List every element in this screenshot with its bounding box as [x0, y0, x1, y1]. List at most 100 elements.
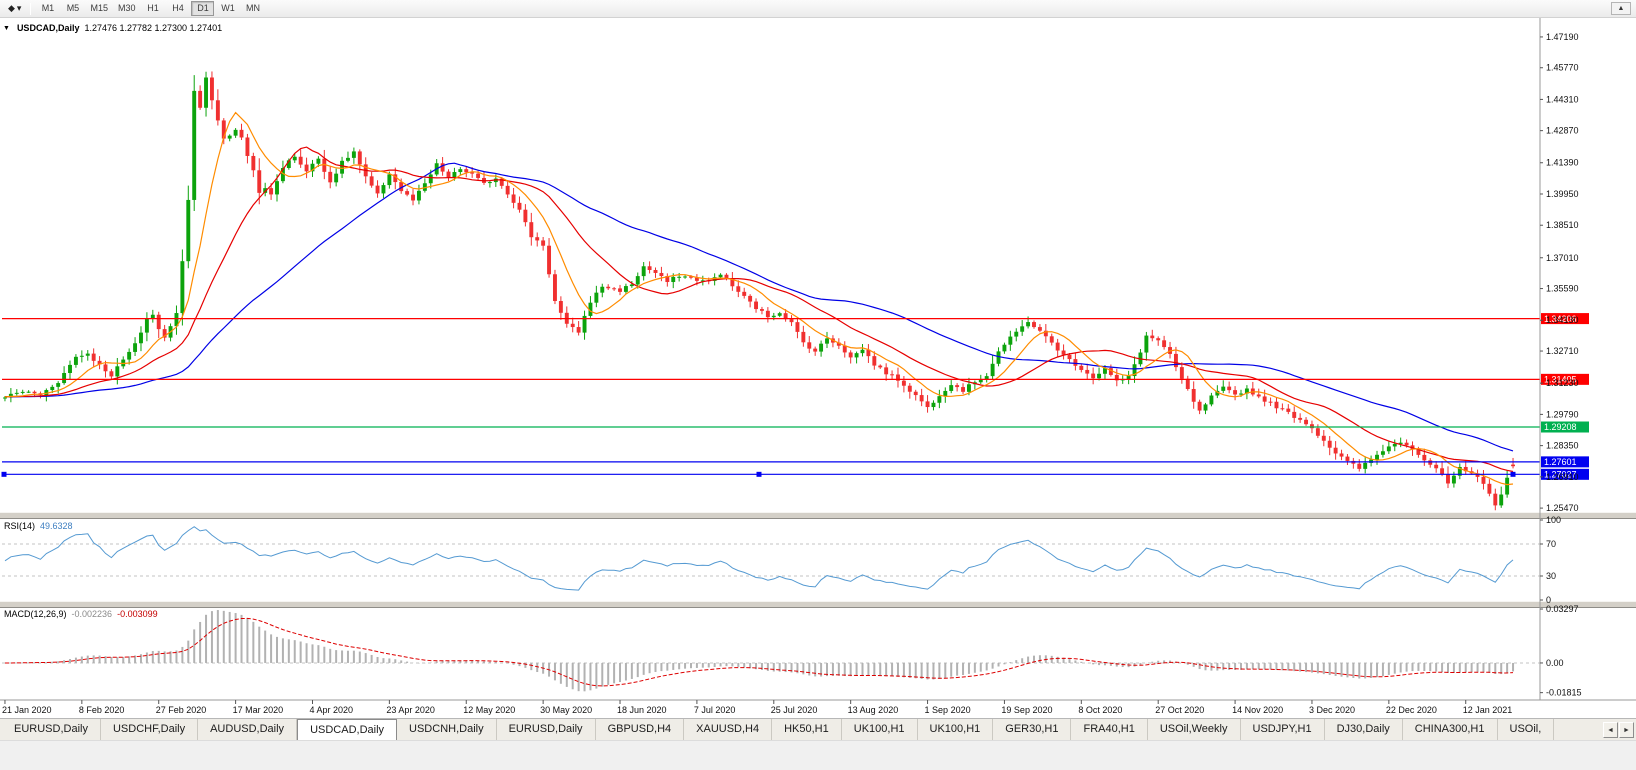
- price-axis[interactable]: 1.47190 1.45770 1.44310 1.42870 1.41390 1.399…: [1540, 32, 1582, 698]
- horizontal-line-1.27027[interactable]: 1.27027: [1, 468, 1590, 480]
- pane-separator[interactable]: [0, 512, 1636, 519]
- horizontal-line-1.29208[interactable]: 1.29208: [2, 421, 1589, 433]
- tab-scroll-left-button[interactable]: ◄: [1603, 722, 1618, 738]
- moving-average-45: [5, 162, 1514, 452]
- timeframe-button-w1[interactable]: W1: [216, 1, 239, 16]
- tab-scroll-arrows: ◄ ►: [1600, 722, 1634, 738]
- svg-text:1.27601: 1.27601: [1544, 457, 1577, 467]
- chart-tab-uk100-h1[interactable]: UK100,H1: [918, 719, 994, 740]
- line-drag-handle[interactable]: [1, 471, 7, 477]
- chart-tab-gbpusd-h4[interactable]: GBPUSD,H4: [596, 719, 685, 740]
- rsi-line: [4, 526, 1514, 591]
- svg-text:100: 100: [1546, 515, 1561, 525]
- svg-text:1.39950: 1.39950: [1546, 189, 1579, 199]
- chart-tab-hk50-h1[interactable]: HK50,H1: [772, 719, 842, 740]
- chart-tab-eurusd-daily[interactable]: EURUSD,Daily: [2, 719, 101, 740]
- svg-text:1.47190: 1.47190: [1546, 32, 1579, 42]
- svg-text:19 Sep 2020: 19 Sep 2020: [1001, 705, 1052, 715]
- svg-text:1.34130: 1.34130: [1546, 315, 1579, 325]
- svg-text:4 Apr 2020: 4 Apr 2020: [309, 705, 353, 715]
- horizontal-line-1.27601[interactable]: 1.27601: [2, 456, 1589, 468]
- svg-text:18 Jun 2020: 18 Jun 2020: [617, 705, 667, 715]
- svg-text:27 Oct 2020: 27 Oct 2020: [1155, 705, 1204, 715]
- timeframe-button-m30[interactable]: M30: [114, 1, 140, 16]
- time-axis[interactable]: 21 Jan 2020 8 Feb 2020 27 Feb 2020 17 Mar 2…: [2, 700, 1512, 715]
- timeframe-button-m1[interactable]: M1: [36, 1, 59, 16]
- svg-text:1.31230: 1.31230: [1546, 378, 1579, 388]
- svg-text:1.41390: 1.41390: [1546, 158, 1579, 168]
- svg-text:1.38510: 1.38510: [1546, 220, 1579, 230]
- svg-text:30: 30: [1546, 571, 1556, 581]
- chart-type-icon: ◆: [8, 3, 15, 13]
- svg-text:1.27027: 1.27027: [1544, 470, 1577, 480]
- toolbar-overflow-button[interactable]: ▲: [1611, 2, 1631, 15]
- svg-text:13 Aug 2020: 13 Aug 2020: [848, 705, 899, 715]
- chart-tab-usdjpy-h1[interactable]: USDJPY,H1: [1241, 719, 1325, 740]
- chart-tab-usoil-weekly[interactable]: USOil,Weekly: [1148, 719, 1241, 740]
- timeframe-button-m5[interactable]: M5: [61, 1, 84, 16]
- svg-text:3 Dec 2020: 3 Dec 2020: [1309, 705, 1355, 715]
- svg-text:1.44310: 1.44310: [1546, 94, 1579, 104]
- horizontal-line-1.31405[interactable]: 1.31405: [2, 373, 1589, 385]
- svg-text:1.31405: 1.31405: [1544, 375, 1577, 385]
- svg-text:70: 70: [1546, 539, 1556, 549]
- chevron-down-icon: ▾: [16, 3, 22, 13]
- svg-text:12 Jan 2021: 12 Jan 2021: [1463, 705, 1513, 715]
- horizontal-line-1.34206[interactable]: 1.34206: [2, 313, 1589, 325]
- svg-text:14 Nov 2020: 14 Nov 2020: [1232, 705, 1283, 715]
- svg-text:21 Jan 2020: 21 Jan 2020: [2, 705, 52, 715]
- svg-text:1.32710: 1.32710: [1546, 346, 1579, 356]
- chart-tab-usdcnh-daily[interactable]: USDCNH,Daily: [397, 719, 497, 740]
- chart-tab-dj30-daily[interactable]: DJ30,Daily: [1325, 719, 1403, 740]
- svg-text:7 Jul 2020: 7 Jul 2020: [694, 705, 736, 715]
- svg-text:1.26910: 1.26910: [1546, 472, 1579, 482]
- svg-text:0: 0: [1546, 595, 1551, 605]
- timeframe-button-d1[interactable]: D1: [191, 1, 215, 16]
- chart-tab-uk100-h1[interactable]: UK100,H1: [842, 719, 918, 740]
- svg-text:17 Mar 2020: 17 Mar 2020: [233, 705, 284, 715]
- moving-average-20: [5, 146, 1514, 473]
- line-drag-handle[interactable]: [756, 471, 762, 477]
- chart-tab-bar: EURUSD,Daily USDCHF,Daily AUDUSD,Daily USDC…: [0, 718, 1636, 740]
- chart-tab-ger30-h1[interactable]: GER30,H1: [993, 719, 1072, 740]
- chart-canvas[interactable]: 1.342061.314051.292081.276011.270271.471…: [0, 18, 1636, 718]
- svg-text:12 May 2020: 12 May 2020: [463, 705, 515, 715]
- timeframe-button-mn[interactable]: MN: [241, 1, 264, 16]
- chart-tab-usdcad-daily[interactable]: USDCAD,Daily: [297, 719, 398, 740]
- svg-text:1.37010: 1.37010: [1546, 253, 1579, 263]
- svg-text:25 Jul 2020: 25 Jul 2020: [771, 705, 818, 715]
- line-drag-handle[interactable]: [1510, 471, 1516, 477]
- svg-text:8 Feb 2020: 8 Feb 2020: [79, 705, 125, 715]
- svg-text:22 Dec 2020: 22 Dec 2020: [1386, 705, 1437, 715]
- timeframe-toolbar: ◆ ▾ M1 M5 M15 M30 H1 H4 D1 W1 MN ▲: [0, 0, 1636, 18]
- chart-tab-fra40-h1[interactable]: FRA40,H1: [1071, 719, 1148, 740]
- timeframe-button-h1[interactable]: H1: [141, 1, 164, 16]
- chart-tab-china300-h1[interactable]: CHINA300,H1: [1403, 719, 1498, 740]
- svg-text:1 Sep 2020: 1 Sep 2020: [925, 705, 971, 715]
- macd-signal-line: [5, 617, 1514, 687]
- svg-text:1.42870: 1.42870: [1546, 126, 1579, 136]
- chart-collapse-icon[interactable]: ▼: [3, 24, 10, 32]
- tab-scroll-right-button[interactable]: ►: [1619, 722, 1634, 738]
- timeframe-button-h4[interactable]: H4: [166, 1, 189, 16]
- pane-separator[interactable]: [0, 601, 1636, 608]
- svg-text:1.29790: 1.29790: [1546, 409, 1579, 419]
- svg-text:1.28350: 1.28350: [1546, 441, 1579, 451]
- chart-tab-xauusd-h4[interactable]: XAUUSD,H4: [684, 719, 773, 740]
- moving-average-8: [4, 111, 1514, 486]
- svg-text:-0.01815: -0.01815: [1546, 688, 1582, 698]
- svg-text:1.45770: 1.45770: [1546, 63, 1579, 73]
- chart-type-dropdown[interactable]: ◆ ▾: [3, 1, 26, 16]
- svg-text:23 Apr 2020: 23 Apr 2020: [386, 705, 435, 715]
- timeframe-button-m15[interactable]: M15: [86, 1, 112, 16]
- status-bar: [0, 740, 1636, 770]
- svg-text:0.00: 0.00: [1546, 658, 1564, 668]
- chart-tab-usdchf-daily[interactable]: USDCHF,Daily: [101, 719, 199, 740]
- chart-tab-eurusd-daily[interactable]: EURUSD,Daily: [497, 719, 596, 740]
- macd-histogram: [3, 610, 1515, 692]
- svg-text:30 May 2020: 30 May 2020: [540, 705, 592, 715]
- chart-tab-audusd-daily[interactable]: AUDUSD,Daily: [198, 719, 298, 740]
- chart-tab-usoil-[interactable]: USOil,: [1498, 719, 1555, 740]
- svg-text:1.29208: 1.29208: [1544, 422, 1577, 432]
- svg-text:8 Oct 2020: 8 Oct 2020: [1078, 705, 1122, 715]
